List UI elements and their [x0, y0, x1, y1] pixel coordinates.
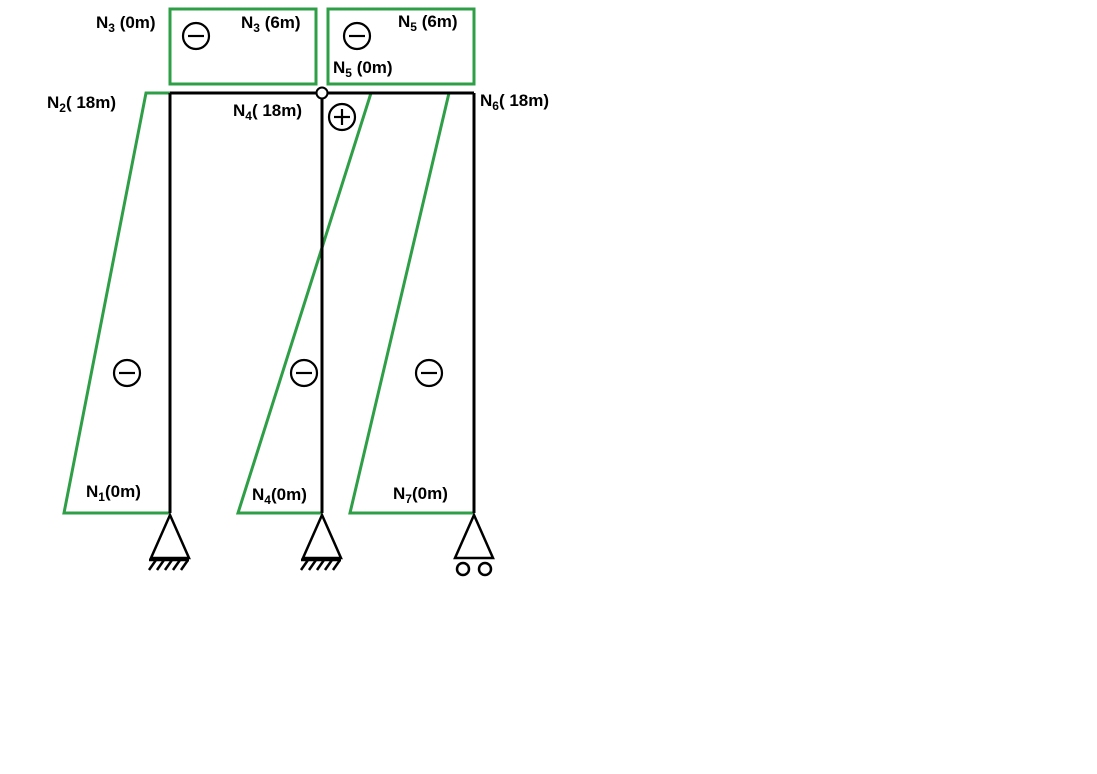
minus-sign-icon [414, 358, 444, 388]
minus-sign-icon [112, 358, 142, 388]
label-n4-18m: N4( 18m) [233, 101, 302, 123]
minus-sign-icon [342, 21, 372, 51]
hinge-icon [315, 86, 329, 100]
diagram-beam-left [168, 7, 318, 86]
label-n7-0m: N7(0m) [393, 484, 448, 506]
label-n5-0m: N5 (0m) [333, 58, 393, 80]
roller-support-icon [453, 511, 495, 577]
diagram-beam-right [326, 7, 476, 86]
diagram-column-middle [235, 92, 373, 515]
plus-sign-icon [327, 102, 357, 132]
diagram-column-left [62, 91, 170, 515]
label-n2-18m: N2( 18m) [47, 93, 116, 115]
minus-sign-icon [181, 21, 211, 51]
label-n1-0m: N1(0m) [86, 482, 141, 504]
fixed-pin-support-icon [299, 511, 343, 571]
label-n3-0m: N3 (0m) [96, 13, 156, 35]
minus-sign-icon [289, 358, 319, 388]
fixed-pin-support-icon [147, 511, 191, 571]
label-n4-0m: N4(0m) [252, 485, 307, 507]
label-n3-6m: N3 (6m) [241, 13, 301, 35]
diagram-column-right [348, 91, 474, 515]
label-n6-18m: N6( 18m) [480, 91, 549, 113]
label-n5-6m: N5 (6m) [398, 12, 458, 34]
